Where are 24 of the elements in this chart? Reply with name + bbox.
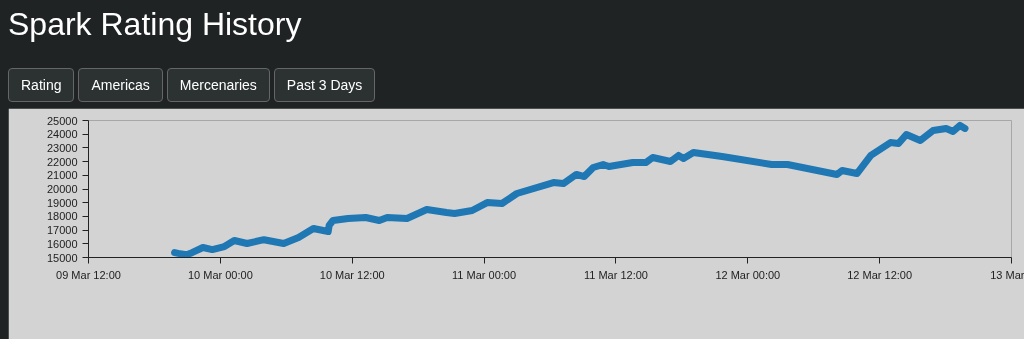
- chart-title: Spark Rating History: [7, 5, 303, 44]
- y-tick-label: 16000: [46, 237, 78, 250]
- x-tick-label: 10 Mar 12:00: [319, 268, 385, 281]
- text: Mercenaries: [166, 68, 270, 102]
- x-tick-label: 12 Mar 12:00: [847, 268, 913, 281]
- x-tick-label: 10 Mar 00:00: [187, 268, 253, 281]
- y-tick-label: 24000: [46, 128, 78, 141]
- text: Past 3 Days: [273, 68, 376, 102]
- text: Americas: [78, 68, 163, 102]
- y-tick-label: 18000: [46, 210, 78, 223]
- y-tick-label: 17000: [46, 224, 78, 237]
- y-tick-label: 25000: [46, 114, 78, 127]
- y-tick-label: 23000: [46, 141, 78, 154]
- y-tick-label: 15000: [46, 251, 78, 264]
- x-tick-label: 12 Mar 00:00: [715, 268, 781, 281]
- x-tick-label: 13 Mar: [990, 268, 1024, 281]
- y-tick-label: 20000: [46, 183, 78, 195]
- text: Rating: [8, 68, 75, 102]
- x-tick-label: 09 Mar 12:00: [56, 268, 121, 281]
- x-tick-label: 11 Mar 00:00: [452, 268, 517, 281]
- y-tick-label: 19000: [46, 196, 78, 209]
- y-tick-label: 21000: [46, 169, 78, 182]
- x-tick-label: 11 Mar 12:00: [583, 268, 648, 281]
- y-tick-label: 22000: [46, 155, 78, 168]
